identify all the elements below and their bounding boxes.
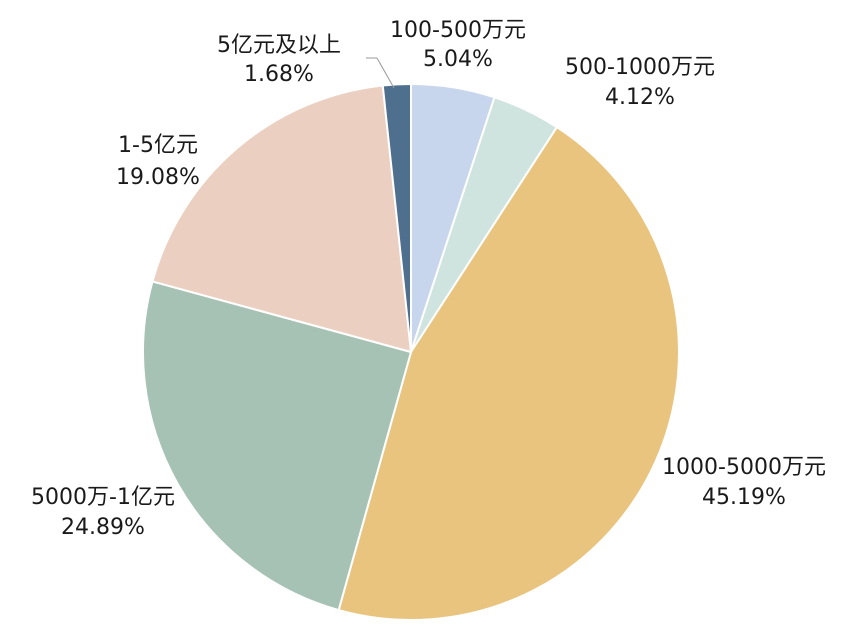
slice-percent: 19.08% [116,165,200,190]
slice-name: 1000-5000万元 [662,455,826,480]
slice-label-1000-5000: 1000-5000万元 45.19% [662,455,826,510]
slice-label-5000wan-1yi: 5000万-1亿元 24.89% [31,485,175,540]
pie-slice-3 [142,280,413,612]
slice-percent: 24.89% [61,515,145,540]
slice-name: 5000万-1亿元 [31,485,175,510]
slice-percent: 4.12% [605,85,675,110]
pie-slices [142,82,680,621]
slice-label-1-5yi: 1-5亿元 19.08% [116,133,200,190]
slice-name: 1-5亿元 [118,133,198,158]
pie-slice-2 [337,125,680,621]
slice-name: 100-500万元 [390,18,526,43]
slice-label-5yi-plus: 5亿元及以上 1.68% [217,33,341,87]
slice-label-500-1000: 500-1000万元 4.12% [565,55,715,110]
slice-name: 500-1000万元 [565,55,715,80]
slice-label-100-500: 100-500万元 5.04% [390,18,526,72]
pie-slice-4 [151,84,413,354]
slice-percent: 1.68% [244,62,314,87]
slice-percent: 45.19% [702,485,786,510]
slice-percent: 5.04% [423,47,493,72]
pie-slice-5 [381,82,412,353]
slice-name: 5亿元及以上 [217,33,341,58]
leader-line-5yi-plus-b [376,57,395,89]
